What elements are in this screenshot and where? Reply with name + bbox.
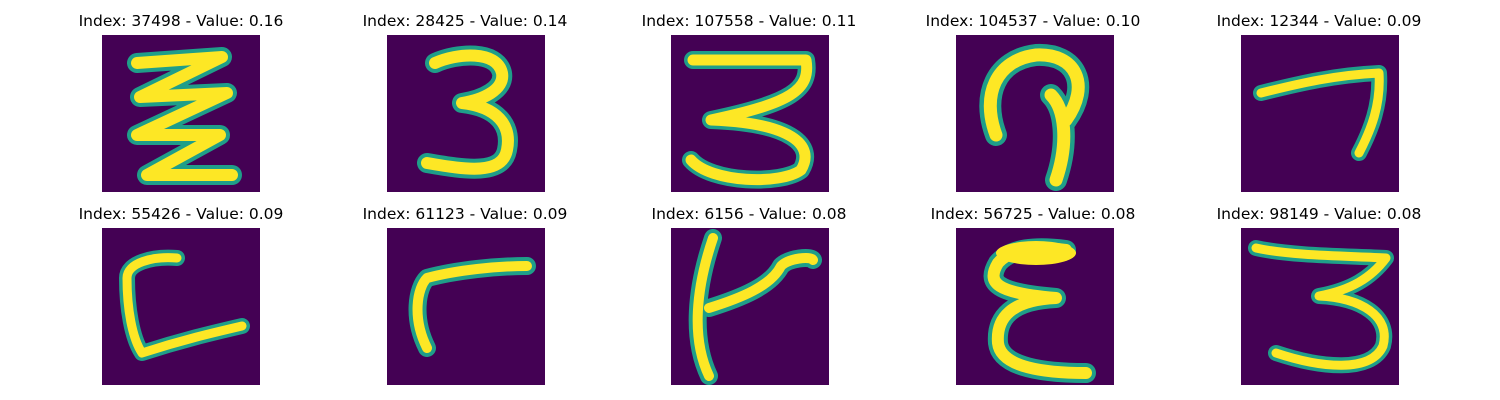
- zigzag-stroke-glyph: [102, 35, 260, 192]
- k-stroke-glyph: [671, 228, 829, 385]
- digit-image: [956, 35, 1114, 192]
- three-stroke-glyph: [387, 35, 545, 192]
- hook-loop-stroke-glyph: [956, 35, 1114, 192]
- grid-panel: Index: 61123 - Value: 0.09: [320, 203, 610, 393]
- panel-title: Index: 28425 - Value: 0.14: [320, 12, 610, 30]
- digit-image: [956, 228, 1114, 385]
- digit-image: [1241, 228, 1399, 385]
- three-angular-stroke-glyph: [1241, 228, 1399, 385]
- panel-title: Index: 107558 - Value: 0.11: [604, 12, 894, 30]
- digit-image: [387, 228, 545, 385]
- panel-title: Index: 98149 - Value: 0.08: [1174, 205, 1464, 223]
- grid-panel: Index: 37498 - Value: 0.16: [36, 10, 326, 200]
- digit-image: [102, 228, 260, 385]
- panel-title: Index: 12344 - Value: 0.09: [1174, 12, 1464, 30]
- grid-panel: Index: 107558 - Value: 0.11: [604, 10, 894, 200]
- grid-panel: Index: 98149 - Value: 0.08: [1174, 203, 1464, 393]
- grid-panel: Index: 104537 - Value: 0.10: [888, 10, 1178, 200]
- r-stroke-glyph: [387, 228, 545, 385]
- panel-title: Index: 55426 - Value: 0.09: [36, 205, 326, 223]
- grid-panel: Index: 55426 - Value: 0.09: [36, 203, 326, 393]
- epsilon-stroke-glyph: [956, 228, 1114, 385]
- grid-panel: Index: 28425 - Value: 0.14: [320, 10, 610, 200]
- three-flat-top-stroke-glyph: [671, 35, 829, 192]
- digit-image: [671, 35, 829, 192]
- seven-stroke-glyph: [1241, 35, 1399, 192]
- panel-title: Index: 6156 - Value: 0.08: [604, 205, 894, 223]
- digit-image: [671, 228, 829, 385]
- c-bracket-stroke-glyph: [102, 228, 260, 385]
- panel-title: Index: 37498 - Value: 0.16: [36, 12, 326, 30]
- digit-image: [387, 35, 545, 192]
- digit-image: [102, 35, 260, 192]
- panel-title: Index: 61123 - Value: 0.09: [320, 205, 610, 223]
- grid-panel: Index: 12344 - Value: 0.09: [1174, 10, 1464, 200]
- grid-panel: Index: 6156 - Value: 0.08: [604, 203, 894, 393]
- grid-panel: Index: 56725 - Value: 0.08: [888, 203, 1178, 393]
- digit-image: [1241, 35, 1399, 192]
- panel-title: Index: 104537 - Value: 0.10: [888, 12, 1178, 30]
- panel-title: Index: 56725 - Value: 0.08: [888, 205, 1178, 223]
